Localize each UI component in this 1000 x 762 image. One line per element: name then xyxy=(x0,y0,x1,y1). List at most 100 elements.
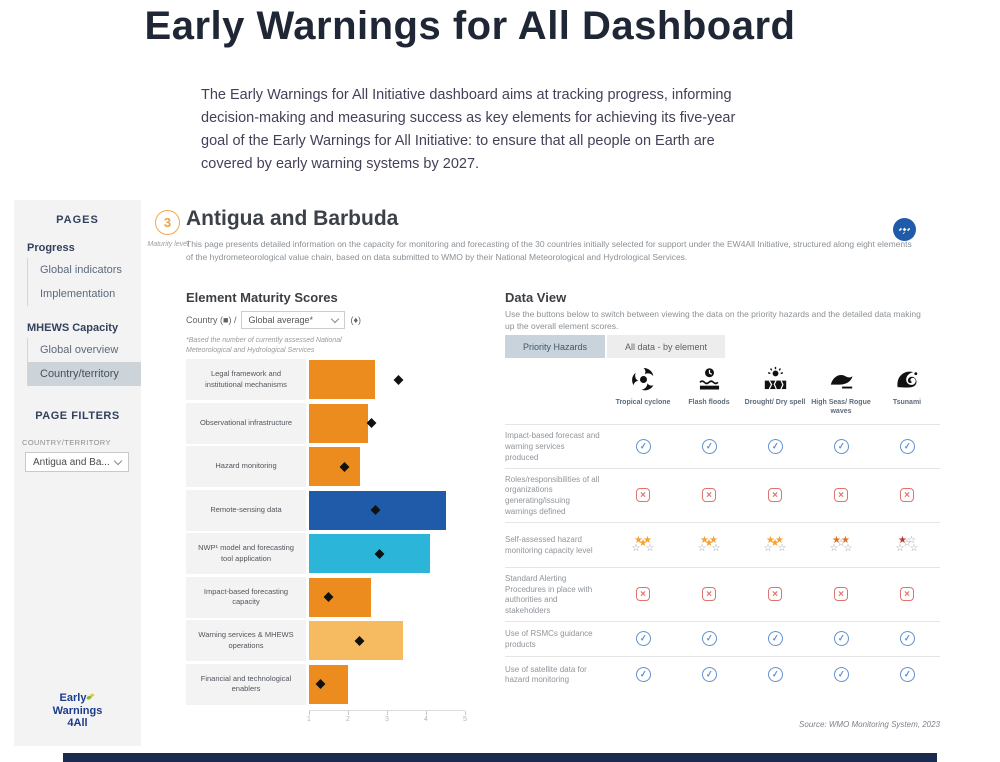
country-score-bar[interactable] xyxy=(309,534,430,573)
country-score-bar[interactable] xyxy=(309,664,348,704)
check-icon: ✓ xyxy=(832,630,850,648)
row-label: Impact-based forecast and warning servic… xyxy=(505,424,610,467)
table-cell: ✓ xyxy=(808,424,874,467)
table-cell: ✓ xyxy=(610,655,676,692)
hazard-column-tropical-cyclone: Tropical cyclone xyxy=(610,366,676,424)
star-rating: ★ ★ ☆ ★ ☆ xyxy=(632,535,655,554)
table-cell: ✓ xyxy=(874,424,940,467)
table-cell: × xyxy=(808,566,874,621)
table-row-use-of-satellite-data-for-haza: Use of satellite data for hazard monitor… xyxy=(505,655,940,692)
chart-plot-area xyxy=(309,446,465,487)
star-filled-icon: ★ xyxy=(700,534,709,546)
sidebar-item-country-territory[interactable]: Country/territory xyxy=(28,362,141,386)
sidebar-item-global-overview[interactable]: Global overview xyxy=(40,344,119,356)
star-outline-icon: ☆ xyxy=(907,534,916,546)
star-rating: ★ ☆ ☆ ☆ ☆ xyxy=(896,534,919,554)
star-outline-icon: ☆ xyxy=(763,542,773,554)
table-row-impact-based-forecast-and-warn: Impact-based forecast and warning servic… xyxy=(505,424,940,467)
table-cell: ✓ xyxy=(742,655,808,692)
cyclone-icon xyxy=(610,366,676,393)
table-cell: ✓ xyxy=(676,655,742,692)
country-score-bar[interactable] xyxy=(309,360,376,399)
table-cell: × xyxy=(676,467,742,522)
star-rating: ★ ★ ☆ ★ ☆ xyxy=(763,534,787,554)
data-view-heading: Data View xyxy=(505,290,567,305)
table-cell: ★ ★ ☆ ☆ ☆ xyxy=(808,521,874,567)
cross-icon: × xyxy=(900,587,914,602)
chart-heading: Element Maturity Scores xyxy=(186,290,338,305)
chart-category-label: Financial and technological enablers xyxy=(186,663,306,705)
chart-plot-area xyxy=(309,533,465,574)
country-description: This page presents detailed information … xyxy=(186,239,912,262)
tsunami-icon xyxy=(874,366,940,393)
sidebar-item-global-indicators[interactable]: Global indicators xyxy=(40,264,122,276)
hazard-column-drought-dry-spell: Drought/ Dry spell xyxy=(742,366,808,424)
star-outline-icon: ☆ xyxy=(697,542,707,554)
row-label: Self-assessed hazard monitoring capacity… xyxy=(505,521,610,567)
star-outline-icon: ☆ xyxy=(645,542,655,554)
row-label: Use of satellite data for hazard monitor… xyxy=(505,655,610,692)
chart-plot-area xyxy=(309,490,465,531)
star-filled-icon: ★ xyxy=(766,534,775,546)
chart-plot-area xyxy=(309,403,465,444)
axis-tick xyxy=(426,711,427,715)
logo-line: 4All xyxy=(67,717,88,730)
table-cell: × xyxy=(808,467,874,522)
country-filter-dropdown[interactable]: Antigua and Ba... xyxy=(25,452,129,472)
comparison-dropdown[interactable]: Global average* xyxy=(241,311,346,329)
view-button-priority-hazards[interactable]: Priority Hazards xyxy=(505,335,606,358)
chart-row: Impact-based forecasting capacity xyxy=(186,576,469,618)
priority-hazards-table: Tropical cyclone Flash floods Drought/ Dry… xyxy=(505,366,940,692)
view-button-all-data-by-element[interactable]: All data - by element xyxy=(607,335,726,358)
star-outline-icon: ☆ xyxy=(909,542,919,554)
global-average-legend-label: (♦) xyxy=(350,315,362,325)
table-row-standard-alerting-procedures-i: Standard Alerting Procedures in place wi… xyxy=(505,566,940,621)
chart-category-label: Hazard monitoring xyxy=(186,446,306,487)
star-filled-icon: ★ xyxy=(704,537,714,549)
cross-icon: × xyxy=(834,488,848,503)
report-bottom-bar[interactable] xyxy=(63,753,937,762)
star-outline-icon: ☆ xyxy=(836,537,846,549)
table-cell: ✓ xyxy=(610,424,676,467)
page-title: Early Warnings for All Dashboard xyxy=(144,4,796,48)
cross-icon: × xyxy=(768,488,782,503)
axis-tick xyxy=(348,711,349,715)
chart-x-axis: 1 2 3 4 5 xyxy=(307,710,467,723)
global-average-marker xyxy=(393,374,404,385)
cross-icon: × xyxy=(636,488,650,503)
axis-tick xyxy=(387,711,388,715)
country-title: Antigua and Barbuda xyxy=(186,207,399,230)
country-score-bar[interactable] xyxy=(309,577,372,617)
check-icon: ✓ xyxy=(634,437,652,455)
check-icon: ✓ xyxy=(766,630,784,648)
chart-row: Observational infrastructure xyxy=(186,402,469,444)
maturity-level-badge: 3 xyxy=(155,210,180,235)
table-cell: × xyxy=(742,467,808,522)
table-cell: × xyxy=(610,566,676,621)
table-cell: ★ ★ ☆ ★ ☆ xyxy=(742,521,808,567)
table-cell: ✓ xyxy=(676,620,742,656)
country-score-bar[interactable] xyxy=(309,447,360,486)
sidebar-nav: Progress Global indicators Implementation M… xyxy=(14,242,141,386)
pages-header: PAGES xyxy=(56,214,99,226)
table-cell: × xyxy=(874,467,940,522)
table-cell: ★ ★ ☆ ★ ☆ xyxy=(610,521,676,567)
chart-row: NWP¹ model and forecasting tool applicat… xyxy=(186,533,469,574)
logo-line: Warnings xyxy=(52,704,103,717)
chart-plot-area xyxy=(309,359,465,400)
satellite-icon[interactable] xyxy=(893,218,916,241)
row-label: Standard Alerting Procedures in place wi… xyxy=(505,566,610,621)
table-cell: × xyxy=(676,566,742,621)
axis-tick-label: 5 xyxy=(463,716,467,723)
star-filled-icon: ★ xyxy=(770,537,780,549)
chart-category-label: Warning services & MHEWS operations xyxy=(186,620,306,661)
check-icon: ✓ xyxy=(898,630,916,648)
table-cell: × xyxy=(874,566,940,621)
star-rating: ★ ★ ☆ ☆ ☆ xyxy=(830,535,853,554)
comparison-dropdown-value: Global average* xyxy=(248,315,313,325)
sidebar-item-implementation[interactable]: Implementation xyxy=(40,288,116,300)
country-score-bar[interactable] xyxy=(309,403,368,443)
hazard-header-spacer xyxy=(505,366,610,424)
hazard-label: Drought/ Dry spell xyxy=(744,399,806,406)
